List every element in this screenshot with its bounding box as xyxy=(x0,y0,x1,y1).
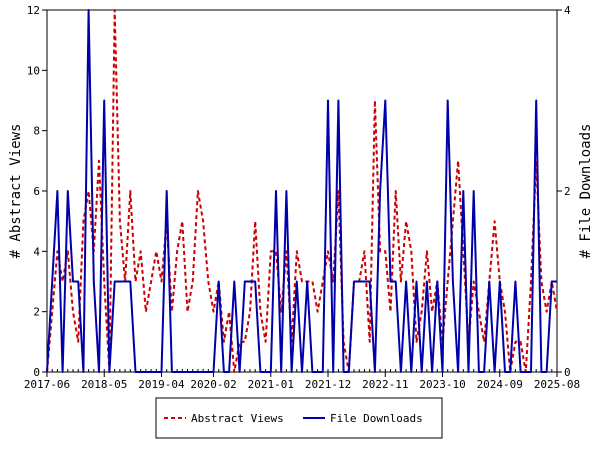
left-tick-label: 12 xyxy=(27,4,40,17)
left-tick-label: 6 xyxy=(33,185,40,198)
right-tick-label: 0 xyxy=(564,366,571,379)
x-tick-label: 2024-09 xyxy=(477,378,523,391)
left-tick-label: 2 xyxy=(33,306,40,319)
legend-box xyxy=(155,397,443,439)
x-tick-label: 2019-04 xyxy=(138,378,185,391)
x-tick-label: 2025-08 xyxy=(534,378,580,391)
legend-label-file-downloads: File Downloads xyxy=(330,412,423,425)
x-axis: 2017-06 2018-05 2019-04 2020-02 2021-01 2021-… xyxy=(24,369,580,391)
right-axis-title: # File Downloads xyxy=(578,124,594,259)
series-line-file-downloads xyxy=(46,9,557,373)
left-axis-title: # Abstract Views xyxy=(8,124,24,259)
right-tick-label: 2 xyxy=(564,185,571,198)
left-tick-label: 8 xyxy=(33,125,40,138)
x-tick-label: 2018-05 xyxy=(81,378,127,391)
series-lines xyxy=(46,9,558,373)
x-tick-label: 2020-02 xyxy=(190,378,236,391)
right-tick-label: 4 xyxy=(564,4,571,17)
x-tick-label: 2023-10 xyxy=(419,378,465,391)
legend-label-abstract-views: Abstract Views xyxy=(191,412,284,425)
left-tick-label: 4 xyxy=(33,245,40,258)
x-tick-label: 2021-01 xyxy=(248,378,294,391)
x-tick-label: 2021-12 xyxy=(305,378,351,391)
series-line-abstract-views xyxy=(46,9,558,373)
legend: Abstract Views File Downloads xyxy=(155,397,443,439)
left-tick-label: 10 xyxy=(27,64,40,77)
right-axis: 0 2 4 xyxy=(557,4,571,379)
x-tick-label: 2022-11 xyxy=(362,378,408,391)
left-axis: 0 2 4 6 8 10 12 xyxy=(27,4,47,379)
left-tick-label: 0 xyxy=(33,366,40,379)
x-tick-label: 2017-06 xyxy=(24,378,70,391)
